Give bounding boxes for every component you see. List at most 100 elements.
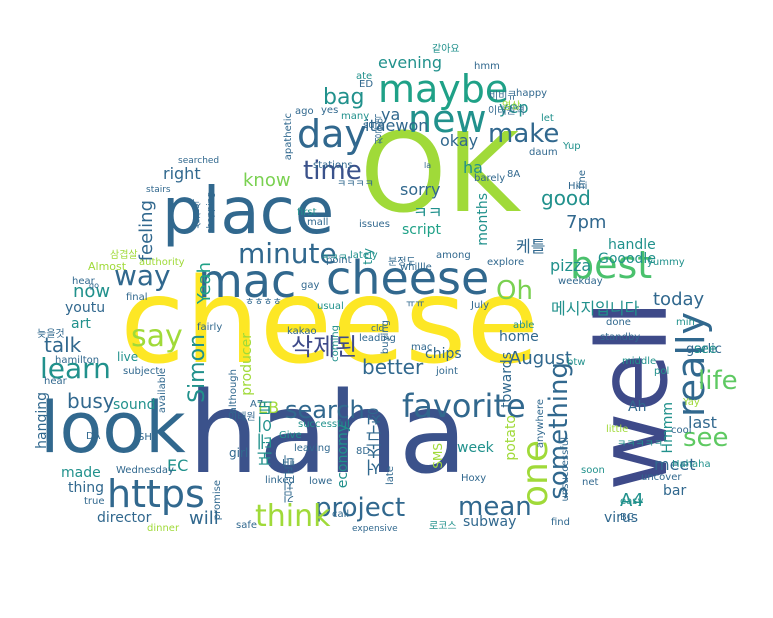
cloud-word: mall (307, 217, 329, 228)
cloud-word: lately (350, 250, 378, 261)
cloud-word: daum (529, 147, 558, 158)
cloud-word: Almost (88, 260, 127, 273)
cloud-word: subway (463, 514, 517, 530)
cloud-word: among (436, 250, 471, 261)
cloud-word: Give (279, 430, 302, 441)
cloud-word: linked (265, 475, 295, 486)
cloud-word: coming (330, 325, 341, 362)
cloud-word: SH2 (138, 432, 159, 443)
cloud-word: go (89, 281, 99, 290)
cloud-word: Gooodle (598, 251, 656, 267)
cloud-word: soon (581, 465, 605, 476)
cloud-word: busy (67, 389, 115, 413)
cloud-word: find (551, 517, 570, 528)
cloud-word: barely (474, 173, 506, 184)
cloud-word: 삼겹살 (110, 250, 138, 261)
cloud-word: ㅋㅋ (413, 203, 443, 222)
cloud-word: safe (236, 520, 258, 531)
cloud-word: apathetic (283, 113, 294, 161)
cloud-word: towards (499, 352, 515, 408)
cloud-word: Hoxy (461, 473, 487, 484)
cloud-word: August (509, 348, 572, 369)
cloud-word: maybe (378, 67, 509, 111)
cloud-word: today (653, 289, 705, 310)
cloud-word: 7pm (566, 212, 607, 233)
cloud-word: potato (503, 415, 519, 461)
cloud-word: dinner (147, 523, 180, 534)
cloud-word: standby (600, 332, 641, 343)
cloud-word: make (488, 119, 560, 149)
cloud-word: try (361, 248, 375, 265)
cloud-word: 케틀 (516, 237, 546, 256)
cloud-word: time (303, 156, 362, 186)
cloud-word: btw (567, 357, 586, 368)
cloud-word: leading (359, 333, 396, 344)
cloud-word: itaewon (365, 116, 429, 135)
cloud-word: min (676, 317, 695, 328)
cloud-word: yep (499, 98, 529, 117)
cloud-word: minute (238, 237, 337, 270)
cloud-word: made (61, 465, 101, 481)
cloud-word: stations (313, 160, 353, 171)
cloud-word: director (97, 510, 152, 526)
cloud-word: Hii (282, 458, 296, 469)
cloud-word: ya (381, 105, 401, 124)
cloud-word: shopping (206, 192, 216, 234)
cloud-word: available (157, 368, 168, 414)
cloud-word: Hahaha (672, 459, 711, 470)
cloud-word: mac (411, 342, 433, 353)
cloud-word: way (114, 259, 171, 292)
cloud-word: ate (356, 71, 373, 82)
cloud-word: July (471, 300, 489, 311)
cloud-word: successful (298, 419, 350, 430)
cloud-word: ED (359, 79, 374, 90)
cloud-word: project (315, 493, 406, 523)
cloud-word: gay (301, 280, 320, 291)
cloud-word: art (71, 316, 91, 332)
cloud-word: ㅋㅋㅋ (320, 253, 348, 264)
cloud-word: handle (608, 237, 656, 253)
cloud-word: 청구역 (375, 114, 386, 144)
cloud-word: ㅋㅋㅋㅋ (337, 179, 374, 190)
cloud-word: sure (363, 120, 385, 131)
cloud-word: 이태원역 (488, 106, 525, 117)
cloud-word: better (362, 355, 424, 379)
cloud-word: many (341, 111, 370, 122)
cloud-word: search (285, 396, 365, 424)
cloud-word: ㅋㅋㅋㅋㅋ (617, 439, 663, 450)
cloud-word: 같아요 (432, 44, 460, 55)
cloud-word: kakao (287, 326, 317, 337)
cloud-word: learn (40, 352, 111, 385)
cloud-word: 서초구청 (366, 408, 386, 476)
cloud-word: unsuccessful (560, 437, 571, 502)
cloud-word: 비비큐 (489, 91, 517, 102)
cloud-word: 김치군니 (282, 455, 296, 503)
cloud-word: Yup (563, 141, 581, 152)
cloud-word: pizza (550, 256, 592, 275)
cloud-word: bag (323, 85, 365, 110)
cloud-word: live (117, 350, 139, 364)
cloud-word: now (73, 281, 111, 302)
cloud-word: say (131, 319, 183, 354)
cloud-word: BC (620, 512, 634, 523)
cloud-word: ㅠㅠ (406, 299, 425, 310)
cloud-word: Yay (683, 397, 700, 408)
cloud-word: weekday (558, 276, 603, 287)
cloud-word: done (606, 317, 631, 328)
cloud-word: talk (44, 333, 82, 357)
cloud-word: will (189, 508, 219, 529)
cloud-word: EB (258, 398, 280, 417)
cloud-word: middle (622, 356, 657, 367)
cloud-word: see (694, 342, 717, 357)
cloud-word: Simon (185, 334, 210, 403)
cloud-word: OK (360, 109, 519, 237)
cloud-word: hamilton (55, 355, 100, 366)
cloud-word: easy (620, 496, 644, 507)
cloud-word: whillle (400, 262, 432, 273)
cloud-word: explore (487, 257, 525, 268)
cloud-word: garlic (686, 342, 722, 357)
cloud-word: SMS (431, 443, 445, 469)
cloud-word: know (243, 170, 291, 191)
cloud-word: 메시지입니다 (551, 299, 640, 318)
cloud-word: happy (516, 88, 548, 99)
